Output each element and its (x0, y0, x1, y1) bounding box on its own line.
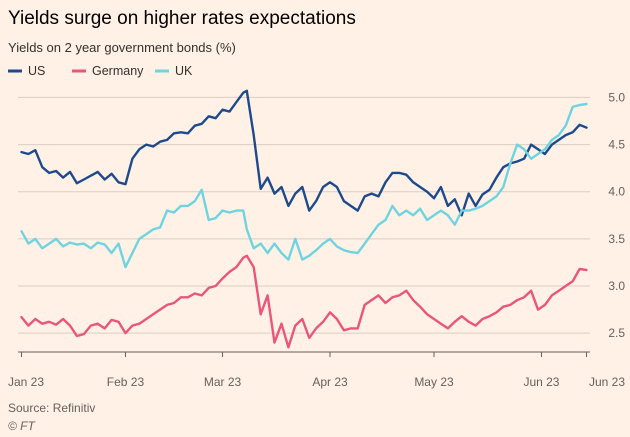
y-tick-label: 4.0 (608, 185, 625, 199)
series-lines (20, 89, 588, 349)
series-line-us (20, 89, 588, 217)
x-tick-label: Apr 23 (312, 375, 348, 389)
y-axis-ticks: 2.5 3.0 3.5 4.0 4.5 5.0 (608, 90, 625, 340)
legend-label-uk: UK (175, 64, 193, 78)
x-tick-label: Jun 23 (589, 375, 625, 389)
credit-note: © FT (8, 419, 37, 433)
legend: US Germany UK (8, 64, 193, 78)
chart-title: Yields surge on higher rates expectation… (8, 8, 356, 29)
y-tick-label: 3.0 (608, 279, 625, 293)
x-tick-label: Feb 23 (107, 375, 145, 389)
series-line-uk (20, 102, 588, 269)
series-line-germany (20, 254, 588, 349)
gridlines (18, 96, 590, 334)
legend-label-germany: Germany (92, 64, 144, 78)
chart-subtitle: Yields on 2 year government bonds (%) (8, 40, 236, 55)
y-tick-label: 3.5 (608, 232, 625, 246)
source-note: Source: Refinitiv (8, 401, 95, 415)
x-tick-label: Jun 23 (523, 375, 559, 389)
y-tick-label: 4.5 (608, 138, 625, 152)
x-axis-ticks: Jan 23 Feb 23 Mar 23 Apr 23 May 23 Jun 23 Jun … (8, 352, 625, 389)
x-tick-label: May 23 (414, 375, 454, 389)
legend-label-us: US (28, 64, 45, 78)
y-tick-label: 5.0 (608, 90, 625, 104)
y-tick-label: 2.5 (608, 326, 625, 340)
x-tick-label: Mar 23 (204, 375, 242, 389)
x-tick-label: Jan 23 (8, 375, 44, 389)
